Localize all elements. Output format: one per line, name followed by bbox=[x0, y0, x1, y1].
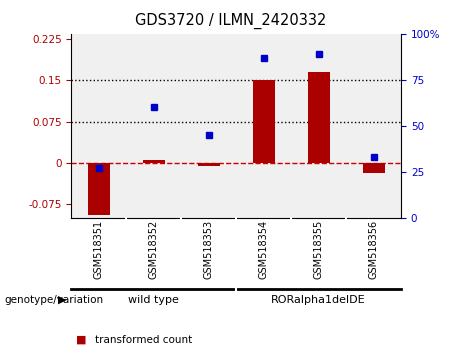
Bar bbox=[363, 163, 384, 173]
Bar bbox=[143, 160, 165, 163]
Bar bbox=[198, 163, 220, 166]
Text: ▶: ▶ bbox=[59, 295, 67, 305]
Text: GSM518352: GSM518352 bbox=[149, 220, 159, 279]
Text: GSM518351: GSM518351 bbox=[94, 220, 104, 279]
Text: ■: ■ bbox=[76, 335, 87, 345]
Text: GDS3720 / ILMN_2420332: GDS3720 / ILMN_2420332 bbox=[135, 12, 326, 29]
Bar bbox=[307, 72, 330, 163]
Text: GSM518356: GSM518356 bbox=[369, 220, 378, 279]
Text: wild type: wild type bbox=[129, 295, 179, 305]
Text: transformed count: transformed count bbox=[95, 335, 192, 345]
Text: GSM518355: GSM518355 bbox=[313, 220, 324, 279]
Text: genotype/variation: genotype/variation bbox=[5, 295, 104, 305]
Text: GSM518353: GSM518353 bbox=[204, 220, 214, 279]
Text: GSM518354: GSM518354 bbox=[259, 220, 269, 279]
Bar bbox=[253, 80, 275, 163]
Bar bbox=[88, 163, 110, 215]
Text: RORalpha1delDE: RORalpha1delDE bbox=[272, 295, 366, 305]
